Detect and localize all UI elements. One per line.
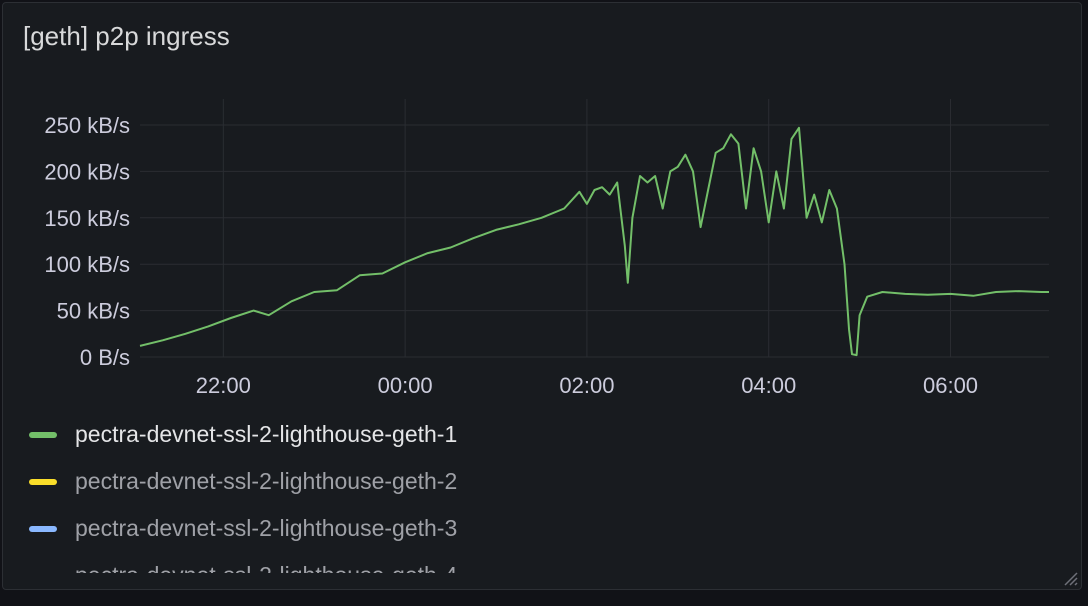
legend-swatch xyxy=(29,431,57,438)
legend-item-geth-2[interactable]: pectra-devnet-ssl-2-lighthouse-geth-2 xyxy=(29,458,1029,505)
y-tick-label: 250 kB/s xyxy=(44,113,130,138)
legend-swatch xyxy=(29,525,57,532)
y-tick-label: 100 kB/s xyxy=(44,252,130,277)
legend-swatch xyxy=(29,572,57,573)
legend-item-geth-1[interactable]: pectra-devnet-ssl-2-lighthouse-geth-1 xyxy=(29,411,1029,458)
legend-swatch xyxy=(29,478,57,485)
legend-item-geth-3[interactable]: pectra-devnet-ssl-2-lighthouse-geth-3 xyxy=(29,505,1029,552)
legend-item-geth-4[interactable]: pectra-devnet-ssl-2-lighthouse-geth-4 xyxy=(29,552,1029,573)
y-tick-label: 0 B/s xyxy=(80,345,130,370)
x-tick-label: 02:00 xyxy=(559,373,614,398)
y-tick-label: 150 kB/s xyxy=(44,206,130,231)
chart-panel: [geth] p2p ingress 0 B/s 50 kB/s 100 kB/s 1… xyxy=(2,2,1082,590)
legend-label: pectra-devnet-ssl-2-lighthouse-geth-4 xyxy=(75,562,457,573)
x-tick-label: 22:00 xyxy=(196,373,251,398)
panel-title[interactable]: [geth] p2p ingress xyxy=(23,21,230,51)
legend-label: pectra-devnet-ssl-2-lighthouse-geth-1 xyxy=(75,421,458,447)
resize-handle-icon[interactable] xyxy=(1061,569,1079,587)
x-tick-label: 04:00 xyxy=(741,373,796,398)
chart-legend: pectra-devnet-ssl-2-lighthouse-geth-1 pec… xyxy=(29,411,1029,573)
legend-label: pectra-devnet-ssl-2-lighthouse-geth-3 xyxy=(75,515,458,541)
series-line-1[interactable] xyxy=(139,126,1049,357)
p2p-ingress-chart: 0 B/s 50 kB/s 100 kB/s 150 kB/s 200 kB/s 250 … xyxy=(44,99,1049,398)
y-tick-label: 50 kB/s xyxy=(57,299,130,324)
x-tick-label: 00:00 xyxy=(378,373,433,398)
x-tick-label: 06:00 xyxy=(923,373,978,398)
legend-label: pectra-devnet-ssl-2-lighthouse-geth-2 xyxy=(75,468,458,494)
y-tick-label: 200 kB/s xyxy=(44,159,130,184)
